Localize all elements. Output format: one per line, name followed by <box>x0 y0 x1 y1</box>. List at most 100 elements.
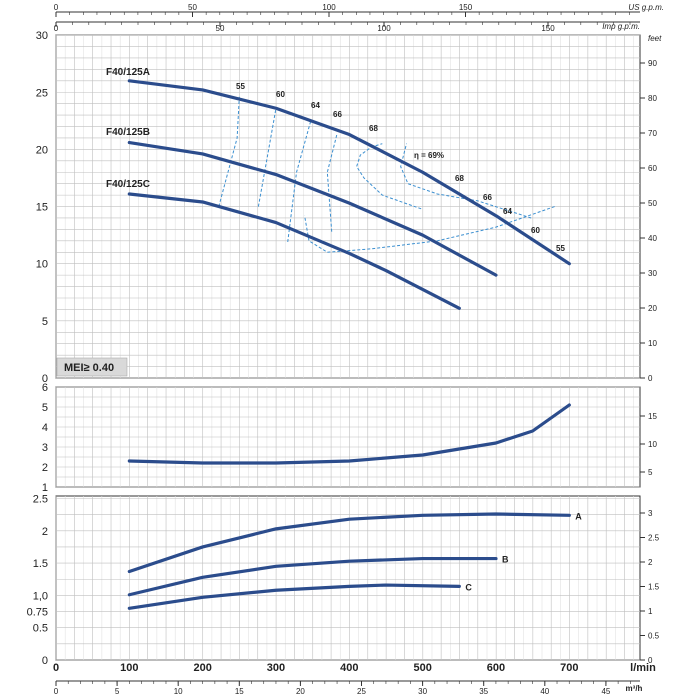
head-feet-tick: 0 <box>648 374 653 383</box>
flow-m3h-tick: 15 <box>235 687 244 696</box>
power-curve-label: C <box>465 582 472 592</box>
power-curve-B <box>127 556 498 597</box>
mei-badge-text: MEI≥ 0.40 <box>64 362 114 374</box>
power-hp-tick: 2.5 <box>648 534 660 543</box>
power-kw-tick: 1.5 <box>33 558 48 570</box>
head-panel-grid <box>55 34 641 379</box>
head-feet-tick: 80 <box>648 94 657 103</box>
imp-gpm-tick: 0 <box>54 24 59 33</box>
head-m-tick: 25 <box>36 87 48 99</box>
head-feet-tick: 40 <box>648 234 657 243</box>
head-m-tick: 0 <box>42 373 48 385</box>
flow-lmin-tick: 200 <box>193 662 211 674</box>
head-m-tick: 5 <box>42 316 48 328</box>
power-kw-tick: 0 <box>42 655 48 667</box>
imp-gpm-tick: 50 <box>216 24 225 33</box>
efficiency-label: 60 <box>276 90 285 99</box>
head-feet-unit: feet <box>648 34 662 43</box>
head-feet-tick: 30 <box>648 269 657 278</box>
head-feet-tick: 10 <box>648 339 657 348</box>
efficiency-curve <box>257 108 277 207</box>
power-kw-tick: 2.5 <box>33 494 48 506</box>
efficiency-label: 60 <box>531 226 540 235</box>
power-kw-tick: 0.75 <box>27 607 48 619</box>
flow-lmin-tick: 100 <box>120 662 138 674</box>
us-gpm-tick: 50 <box>188 3 197 12</box>
flow-lmin-tick: 0 <box>53 662 59 674</box>
head-curve-F40/125C <box>127 192 461 310</box>
npsh-m-tick: 1 <box>42 482 48 494</box>
head-m-tick: 15 <box>36 202 48 214</box>
power-hp-tick: 2 <box>648 558 653 567</box>
mei-badge: MEI≥ 0.40 <box>56 357 128 377</box>
head-m-tick: 30 <box>36 30 48 42</box>
flow-m3h-tick: 25 <box>357 687 366 696</box>
bottom-axes: 0 100 200 300 400 500 600 700 l/min 0 5 10 15 20 25 30 3… <box>53 662 656 696</box>
power-curve-label: A <box>575 511 582 521</box>
efficiency-label: η = 69% <box>414 151 444 160</box>
flow-m3h-tick: 5 <box>115 687 120 696</box>
power-kw-tick: 1,0 <box>33 590 48 602</box>
head-feet-tick: 20 <box>648 304 657 313</box>
efficiency-label: 68 <box>369 124 378 133</box>
npsh-m-tick: 5 <box>42 402 48 414</box>
us-gpm-unit: US g.p.m. <box>628 3 664 12</box>
flow-m3h-tick: 45 <box>601 687 610 696</box>
power-hp-tick: 3 <box>648 509 653 518</box>
head-feet-tick: 60 <box>648 164 657 173</box>
flow-lmin-unit: l/min <box>630 662 656 674</box>
efficiency-label: 55 <box>236 82 245 91</box>
flow-m3h-tick: 30 <box>418 687 427 696</box>
flow-lmin-tick: 700 <box>560 662 578 674</box>
flow-m3h-tick: 10 <box>174 687 183 696</box>
efficiency-label: 68 <box>455 174 464 183</box>
head-curve-F40/125A <box>127 79 571 266</box>
imp-gpm-tick: 150 <box>541 24 555 33</box>
efficiency-label: 55 <box>556 244 565 253</box>
efficiency-label: 66 <box>483 193 492 202</box>
flow-m3h-tick: 35 <box>479 687 488 696</box>
flow-m3h-tick: 40 <box>540 687 549 696</box>
npsh-m-tick: 3 <box>42 442 48 454</box>
power-curve-A <box>127 512 571 574</box>
flow-m3h-tick: 0 <box>54 687 59 696</box>
head-curve-F40/125B <box>127 140 498 277</box>
power-curve-label: B <box>502 555 509 565</box>
efficiency-curve <box>326 134 338 232</box>
npsh-curve <box>127 403 571 465</box>
us-gpm-tick: 100 <box>322 3 336 12</box>
head-feet-tick: 50 <box>648 199 657 208</box>
head-feet-tick: 90 <box>648 59 657 68</box>
efficiency-label: 64 <box>503 207 512 216</box>
power-hp-tick: 1.5 <box>648 583 660 592</box>
power-hp-tick: 0 <box>648 656 653 665</box>
efficiency-curve <box>304 206 555 253</box>
npsh-m-tick: 4 <box>42 422 48 434</box>
npsh-panel-grid <box>55 386 641 488</box>
flow-lmin-tick: 600 <box>487 662 505 674</box>
flow-lmin-tick: 300 <box>267 662 285 674</box>
npsh-m-tick: 2 <box>42 462 48 474</box>
efficiency-label: 64 <box>311 101 320 110</box>
power-hp-tick: 0.5 <box>648 632 660 641</box>
imp-gpm-unit: Imp g.p.m. <box>602 22 640 31</box>
imp-gpm-tick: 100 <box>377 24 391 33</box>
power-hp-tick: 1 <box>648 607 653 616</box>
npsh-m-tick: 6 <box>42 382 48 394</box>
flow-lmin-tick: 500 <box>413 662 431 674</box>
npsh-feet-tick: 10 <box>648 440 657 449</box>
us-gpm-tick: 0 <box>54 3 59 12</box>
power-curve-C <box>127 583 461 610</box>
top-axes: 0 50 100 150 0 50 100 150 US g.p.m. Imp g.p.m. <box>54 3 664 33</box>
head-curve-label: F40/125B <box>106 127 150 138</box>
power-kw-tick: 0.5 <box>33 623 48 635</box>
flow-lmin-tick: 400 <box>340 662 358 674</box>
power-kw-tick: 2 <box>42 526 48 538</box>
us-gpm-tick: 150 <box>459 3 473 12</box>
flow-m3h-tick: 20 <box>296 687 305 696</box>
npsh-feet-tick: 5 <box>648 468 653 477</box>
efficiency-curve <box>218 96 240 207</box>
efficiency-curve <box>287 121 311 243</box>
head-feet-tick: 70 <box>648 129 657 138</box>
